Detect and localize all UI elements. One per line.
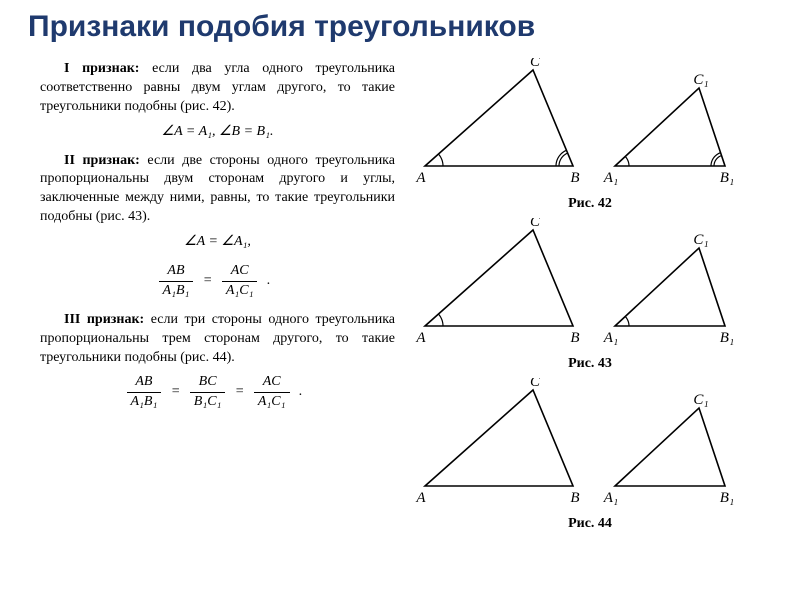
frac-den: A₁B₁ [127, 393, 162, 412]
frac-den: A₁C₁ [254, 393, 290, 412]
svg-text:C: C [530, 218, 541, 230]
svg-text:B: B [570, 490, 579, 506]
svg-text:B: B [570, 170, 579, 186]
page-title: Признаки подобия треугольников [28, 10, 535, 44]
figure-43-svg: A B C A₁ B₁ C₁ [405, 218, 775, 358]
figure-42-svg: A B C A₁ B₁ C₁ [405, 58, 775, 198]
frac-ab-a1b1: AB A₁B₁ [127, 373, 162, 412]
frac-ab-a1b1: AB A₁B₁ [159, 262, 194, 301]
criterion-1-formula: ∠A = A₁, ∠B = B₁. [40, 123, 395, 142]
criterion-3-formula-frac: AB A₁B₁ = BC B₁C₁ = AC A₁C₁ . [40, 373, 395, 412]
criterion-3-lead: III признак: [64, 312, 144, 327]
svg-text:C: C [530, 58, 541, 70]
svg-text:A: A [415, 170, 426, 186]
criterion-1: I признак: если два угла одного треуголь… [40, 60, 395, 117]
criterion-2-formula-line1: ∠A = ∠A₁, [40, 233, 395, 252]
frac-num: BC [190, 373, 226, 393]
svg-text:A₁: A₁ [603, 490, 618, 506]
frac-den: B₁C₁ [190, 393, 226, 412]
svg-text:B₁: B₁ [720, 490, 734, 506]
frac-num: AB [159, 262, 194, 282]
equals-sign: = [197, 272, 218, 291]
criterion-2-lead: II признак: [64, 153, 140, 168]
figure-44: A B C A₁ B₁ C₁ Рис. 44 [405, 378, 775, 538]
figures-column: ABCA₁B₁C₁ Рис. 42 ABCA₁B₁C₁ Рис. 43 ABCA… [405, 58, 775, 538]
svg-text:A₁: A₁ [603, 330, 618, 346]
svg-text:C₁: C₁ [693, 72, 708, 88]
svg-text:C₁: C₁ [693, 392, 708, 408]
period: . [293, 383, 309, 402]
criterion-3: III признак: если три стороны одного тре… [40, 311, 395, 368]
svg-text:A: A [415, 490, 426, 506]
svg-text:B₁: B₁ [720, 330, 734, 346]
equals-sign: = [165, 383, 186, 402]
frac-ac-a1c1: AC A₁C₁ [254, 373, 290, 412]
frac-num: AC [222, 262, 258, 282]
equals-sign: = [229, 383, 250, 402]
frac-ac-a1c1: AC A₁C₁ [222, 262, 258, 301]
period: . [261, 272, 277, 291]
figure-43-caption: Рис. 43 [405, 356, 775, 372]
figure-44-svg: A B C A₁ B₁ C₁ [405, 378, 775, 518]
text-column: I признак: если два угла одного треуголь… [40, 60, 395, 422]
frac-den: A₁C₁ [222, 282, 258, 301]
svg-text:C₁: C₁ [693, 232, 708, 248]
criterion-2-formula-frac: AB A₁B₁ = AC A₁C₁ . [40, 262, 395, 301]
criterion-2: II признак: если две стороны одного треу… [40, 152, 395, 228]
svg-text:C: C [530, 378, 541, 390]
criterion-1-lead: I признак: [64, 61, 139, 76]
figure-44-caption: Рис. 44 [405, 516, 775, 532]
svg-text:A: A [415, 330, 426, 346]
frac-bc-b1c1: BC B₁C₁ [190, 373, 226, 412]
frac-num: AC [254, 373, 290, 393]
figure-42: A B C A₁ B₁ C₁ Рис. 42 [405, 58, 775, 218]
frac-den: A₁B₁ [159, 282, 194, 301]
figure-42-caption: Рис. 42 [405, 196, 775, 212]
figure-43: A B C A₁ B₁ C₁ Рис. 43 [405, 218, 775, 378]
svg-text:B: B [570, 330, 579, 346]
svg-text:B₁: B₁ [720, 170, 734, 186]
svg-text:A₁: A₁ [603, 170, 618, 186]
frac-num: AB [127, 373, 162, 393]
